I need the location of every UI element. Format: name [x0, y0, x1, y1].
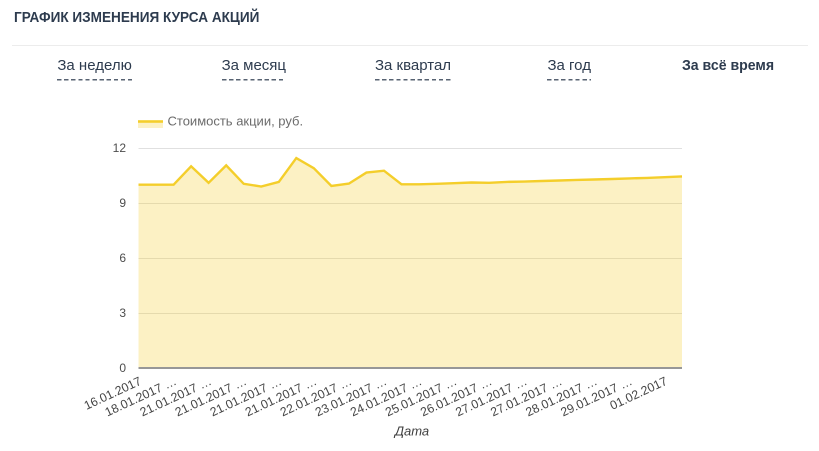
- svg-text:Стоимость акции, руб.: Стоимость акции, руб.: [168, 114, 304, 129]
- svg-text:Дата: Дата: [393, 424, 429, 439]
- svg-text:12: 12: [113, 141, 127, 155]
- svg-text:0: 0: [119, 361, 126, 375]
- svg-text:6: 6: [119, 251, 126, 265]
- svg-text:9: 9: [119, 196, 126, 210]
- svg-text:3: 3: [119, 306, 126, 320]
